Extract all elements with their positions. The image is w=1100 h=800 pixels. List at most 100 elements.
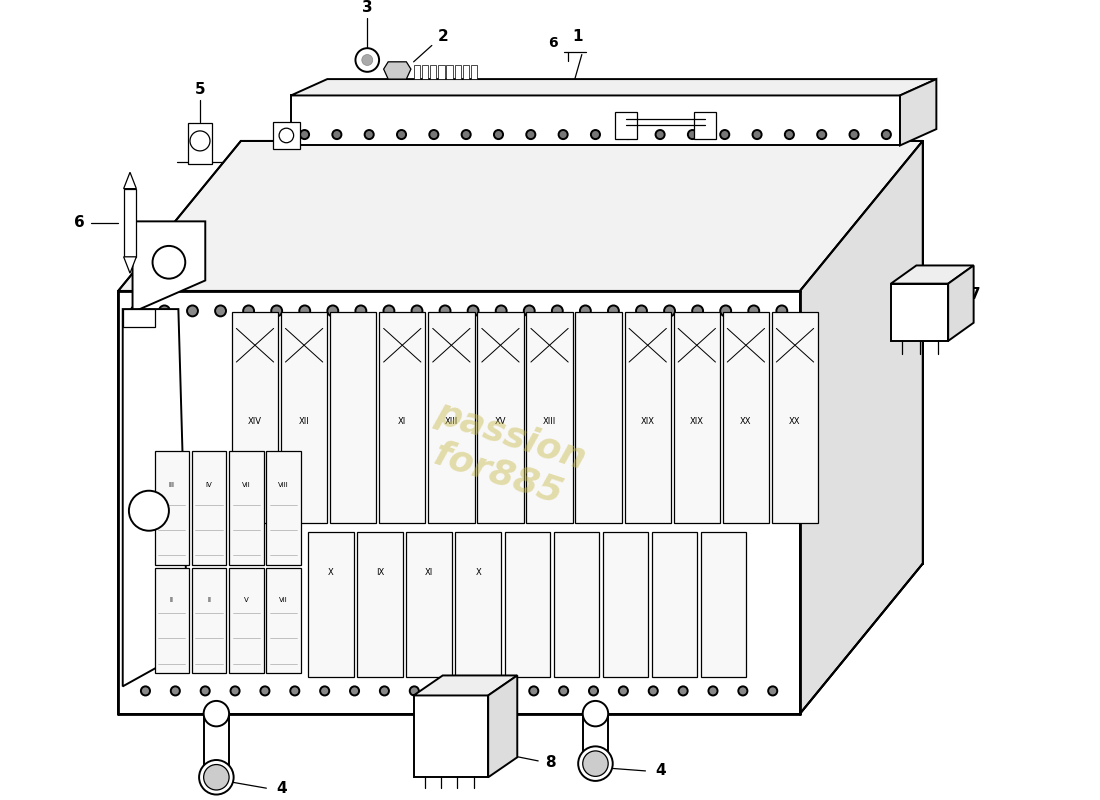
- Circle shape: [748, 306, 759, 316]
- Circle shape: [320, 686, 329, 695]
- Polygon shape: [132, 222, 206, 312]
- Circle shape: [588, 686, 598, 695]
- Circle shape: [170, 686, 180, 695]
- Circle shape: [332, 130, 341, 139]
- Polygon shape: [615, 111, 637, 139]
- Circle shape: [692, 306, 703, 316]
- Text: XII: XII: [299, 418, 309, 426]
- Text: XX: XX: [740, 418, 751, 426]
- Text: V: V: [244, 597, 249, 602]
- Text: XX: XX: [789, 418, 801, 426]
- Text: XIX: XIX: [690, 418, 704, 426]
- Circle shape: [688, 130, 697, 139]
- Polygon shape: [438, 65, 444, 79]
- Circle shape: [397, 130, 406, 139]
- Circle shape: [160, 306, 169, 316]
- Circle shape: [187, 306, 198, 316]
- Circle shape: [583, 751, 608, 776]
- Polygon shape: [891, 266, 974, 284]
- Circle shape: [496, 306, 507, 316]
- Circle shape: [243, 306, 254, 316]
- Polygon shape: [800, 141, 923, 714]
- Polygon shape: [471, 65, 477, 79]
- Text: VIII: VIII: [278, 482, 289, 488]
- Polygon shape: [379, 312, 426, 523]
- Polygon shape: [701, 532, 747, 678]
- Circle shape: [411, 306, 422, 316]
- Polygon shape: [673, 312, 720, 523]
- Polygon shape: [488, 675, 517, 778]
- Text: VII: VII: [242, 482, 251, 488]
- Text: 8: 8: [544, 755, 556, 770]
- Circle shape: [679, 686, 688, 695]
- Polygon shape: [290, 95, 900, 146]
- Circle shape: [328, 306, 339, 316]
- Circle shape: [656, 130, 664, 139]
- Text: 6: 6: [548, 36, 558, 50]
- Circle shape: [591, 130, 600, 139]
- Circle shape: [153, 246, 185, 278]
- Text: II: II: [169, 597, 174, 602]
- Circle shape: [817, 130, 826, 139]
- Circle shape: [777, 306, 788, 316]
- Circle shape: [204, 701, 229, 726]
- Circle shape: [649, 686, 658, 695]
- Polygon shape: [575, 312, 622, 523]
- Polygon shape: [421, 65, 428, 79]
- Text: XI: XI: [425, 568, 433, 577]
- Circle shape: [429, 130, 439, 139]
- Polygon shape: [118, 141, 923, 291]
- Circle shape: [752, 130, 761, 139]
- Circle shape: [440, 306, 451, 316]
- Circle shape: [462, 130, 471, 139]
- Polygon shape: [414, 65, 420, 79]
- Circle shape: [261, 686, 270, 695]
- Circle shape: [738, 686, 747, 695]
- Polygon shape: [229, 568, 264, 673]
- Circle shape: [355, 306, 366, 316]
- Circle shape: [199, 760, 233, 794]
- Polygon shape: [280, 312, 328, 523]
- Circle shape: [720, 306, 732, 316]
- Circle shape: [882, 130, 891, 139]
- Polygon shape: [123, 257, 136, 273]
- Polygon shape: [723, 312, 769, 523]
- Circle shape: [364, 130, 374, 139]
- Polygon shape: [625, 312, 671, 523]
- Text: XIV: XIV: [248, 418, 262, 426]
- Circle shape: [231, 686, 240, 695]
- Circle shape: [624, 130, 632, 139]
- Polygon shape: [406, 532, 452, 678]
- Text: XI: XI: [398, 418, 406, 426]
- Circle shape: [784, 130, 794, 139]
- Circle shape: [362, 54, 373, 66]
- Polygon shape: [428, 312, 474, 523]
- Circle shape: [494, 130, 503, 139]
- Polygon shape: [463, 65, 469, 79]
- Circle shape: [290, 686, 299, 695]
- Text: XV: XV: [495, 418, 506, 426]
- Circle shape: [580, 306, 591, 316]
- Text: VII: VII: [279, 597, 288, 602]
- Text: X: X: [475, 568, 481, 577]
- Polygon shape: [454, 65, 461, 79]
- Circle shape: [559, 130, 568, 139]
- Circle shape: [708, 686, 717, 695]
- Polygon shape: [204, 714, 229, 778]
- Circle shape: [552, 306, 563, 316]
- Polygon shape: [123, 309, 188, 686]
- Circle shape: [608, 306, 619, 316]
- Text: 3: 3: [362, 0, 373, 14]
- Polygon shape: [266, 568, 301, 673]
- Circle shape: [216, 306, 225, 316]
- Text: X: X: [328, 568, 333, 577]
- Text: 7: 7: [970, 287, 981, 302]
- Polygon shape: [232, 312, 278, 523]
- Circle shape: [355, 48, 380, 72]
- Text: II: II: [207, 597, 211, 602]
- Polygon shape: [772, 312, 818, 523]
- Circle shape: [524, 306, 535, 316]
- Circle shape: [409, 686, 419, 695]
- Polygon shape: [527, 312, 573, 523]
- Circle shape: [350, 686, 359, 695]
